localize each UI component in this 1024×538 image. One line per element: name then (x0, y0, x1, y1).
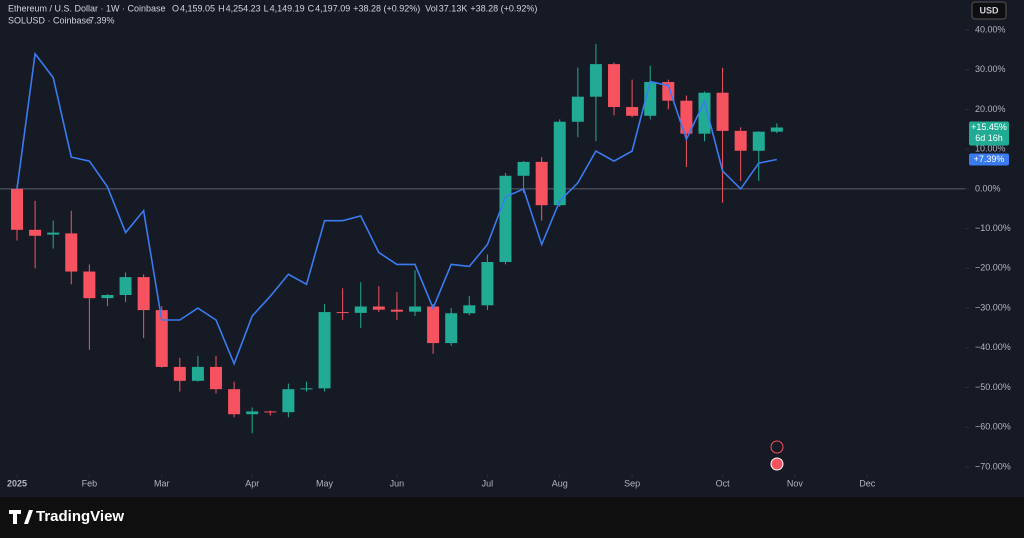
y-tick-label: −50.00% (975, 382, 1011, 392)
countdown-label: 6d 16h (975, 133, 1003, 143)
candle-body (535, 161, 548, 206)
legend-field: Vol (425, 3, 438, 13)
candle-body (264, 411, 277, 413)
y-tick-label: −40.00% (975, 342, 1011, 352)
compare-badge-label: +7.39% (974, 154, 1005, 164)
candle-body (210, 366, 223, 390)
candle-body (11, 188, 24, 230)
currency-button[interactable] (971, 1, 1007, 20)
x-tick-label: Jun (390, 478, 405, 488)
axes: 40.00% 30.00% 20.00% 10.00% 0.00% −10.00% −20.… (7, 24, 1011, 488)
candle-body (463, 305, 476, 314)
candle-body (571, 96, 584, 122)
candle-body (626, 107, 639, 116)
ohlc-legend: O 4,159.05 H 4,254.23 L 4,149.19 C 4,197.09 +38.… (172, 3, 537, 13)
candle-body (409, 306, 422, 312)
candle-body (246, 411, 259, 415)
x-tick-label: May (316, 478, 334, 488)
x-tick-label: Dec (859, 478, 876, 488)
candle-body (517, 161, 530, 176)
candle-body (698, 92, 711, 134)
candle-body (137, 277, 150, 311)
x-tick-label: Nov (787, 478, 804, 488)
candle-body (119, 277, 132, 295)
price-badge (969, 121, 1009, 146)
compare-symbol: SOLUSD · Coinbase (8, 15, 91, 25)
y-tick-label: 0.00% (975, 183, 1001, 193)
candle-body (589, 64, 602, 97)
candle-body (427, 306, 440, 344)
legend-field: H (218, 3, 225, 13)
legend-field: C (308, 3, 315, 13)
x-tick-label: Apr (245, 478, 259, 488)
compare-badge (969, 153, 1009, 166)
x-tick-label: Mar (154, 478, 170, 488)
symbol-title: Ethereum / U.S. Dollar · 1W · Coinbase (8, 3, 166, 13)
candle-body (228, 389, 241, 415)
legend-field: 4,254.23 (226, 3, 261, 13)
candle-body (734, 130, 747, 151)
candle-body (608, 64, 621, 108)
candle-body (770, 127, 783, 132)
compare-line (16, 51, 777, 366)
candle-body (553, 121, 566, 206)
candle-body (680, 100, 693, 134)
candle-body (481, 262, 494, 306)
candle-body (29, 229, 42, 236)
candle-body (354, 306, 367, 313)
legend-field: 4,149.19 (270, 3, 305, 13)
footer (0, 497, 1024, 538)
y-tick-label: 30.00% (975, 64, 1006, 74)
candle-body (716, 92, 729, 131)
candle-body (499, 175, 512, 263)
candle-body (155, 310, 168, 367)
legend-field: 37.13K (439, 3, 468, 13)
candle-body (282, 389, 295, 413)
y-tick-label: −10.00% (975, 223, 1011, 233)
candle-body (372, 306, 385, 310)
candle-body (101, 294, 114, 299)
brand-logo (9, 510, 33, 524)
y-tick-label: −70.00% (975, 461, 1011, 471)
candle-body (390, 309, 403, 312)
y-tick-label: −60.00% (975, 422, 1011, 432)
brand-name: TradingView (36, 508, 124, 525)
candle-body (47, 232, 60, 235)
candle-body (445, 313, 458, 344)
legend-field: O (172, 3, 179, 13)
x-tick-label: Feb (82, 478, 98, 488)
event-icon[interactable] (770, 457, 784, 471)
y-tick-label: 40.00% (975, 24, 1006, 34)
candle-body (83, 271, 96, 299)
currency-label[interactable]: USD (979, 5, 999, 15)
price-badge-label: +15.45% (971, 122, 1007, 132)
legend-field: +38.28 (+0.92%) (470, 3, 537, 13)
x-tick-label: Jul (482, 478, 494, 488)
y-tick-label: 10.00% (975, 144, 1006, 154)
candle-body (336, 312, 349, 314)
y-tick-label: 20.00% (975, 104, 1006, 114)
compare-value: 7.39% (89, 15, 115, 25)
y-tick-label: −30.00% (975, 302, 1011, 312)
legend-field: L (264, 3, 269, 13)
candle-body (191, 366, 204, 381)
candle-body (752, 131, 765, 151)
x-tick-label: Oct (716, 478, 731, 488)
event-icon[interactable] (770, 440, 784, 454)
y-tick-label: −20.00% (975, 263, 1011, 273)
x-tick-label: Aug (552, 478, 568, 488)
legend-field: 4,197.09 (315, 3, 350, 13)
legend-field: 4,159.05 (180, 3, 215, 13)
candle-body (318, 312, 331, 389)
candle-body (300, 388, 313, 390)
candle-body (173, 366, 186, 381)
candle-body (65, 233, 78, 272)
plot-area (0, 43, 965, 434)
x-tick-label: Sep (624, 478, 640, 488)
x-tick-label: 2025 (7, 478, 27, 488)
legend-field: +38.28 (+0.92%) (353, 3, 420, 13)
